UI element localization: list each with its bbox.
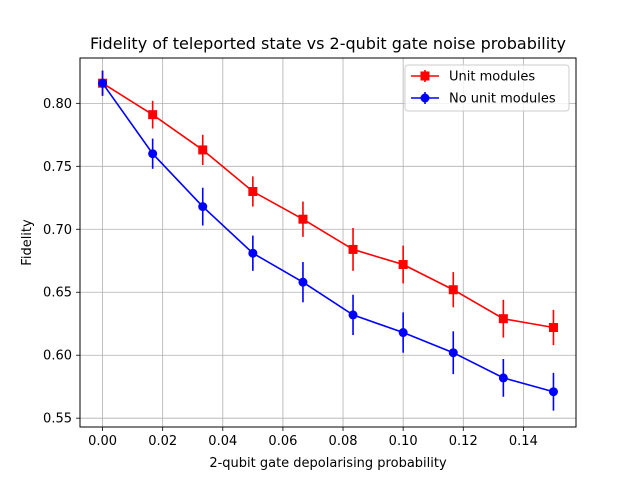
- chart-title: Fidelity of teleported state vs 2-qubit …: [90, 34, 566, 53]
- y-tick-label: 0.60: [43, 349, 72, 364]
- data-point-unit-modules: [348, 244, 358, 254]
- x-tick-label: 0.02: [148, 434, 177, 449]
- x-tick-label: 0.06: [268, 434, 297, 449]
- y-tick-label: 0.80: [43, 97, 72, 112]
- legend-entry-no-unit-modules: No unit modules: [411, 92, 556, 107]
- data-point-no-unit-modules: [98, 78, 108, 88]
- tick-layer: 0.00 0.02 0.04 0.06 0.08 0.10 0.12 0.14 0.55 0.60…: [43, 97, 538, 449]
- x-tick-label: 0.00: [88, 434, 117, 449]
- series-no-unit-modules: [98, 70, 558, 411]
- series-line-no-unit-modules: [101, 82, 554, 393]
- data-point-no-unit-modules: [348, 310, 358, 320]
- y-axis-label: Fidelity: [20, 219, 35, 266]
- y-tick-label: 0.65: [43, 286, 72, 301]
- data-point-unit-modules: [298, 214, 308, 224]
- series-line-unit-modules: [102, 82, 554, 329]
- x-tick-label: 0.08: [329, 434, 358, 449]
- legend-marker-no-unit-modules: [420, 93, 430, 103]
- grid-layer: [80, 58, 576, 427]
- data-point-unit-modules: [198, 145, 208, 155]
- data-point-no-unit-modules: [198, 202, 208, 212]
- data-point-no-unit-modules: [298, 277, 308, 287]
- data-point-unit-modules: [248, 186, 258, 196]
- data-point-no-unit-modules: [148, 149, 158, 159]
- data-point-no-unit-modules: [248, 248, 258, 258]
- data-point-unit-modules: [548, 323, 558, 333]
- data-point-unit-modules: [398, 260, 408, 270]
- data-point-unit-modules: [448, 285, 458, 295]
- legend-label-no-unit-modules: No unit modules: [449, 92, 556, 107]
- y-tick-label: 0.75: [43, 160, 72, 175]
- legend-label-unit-modules: Unit modules: [449, 70, 535, 85]
- data-point-no-unit-modules: [448, 348, 458, 358]
- x-tick-label: 0.10: [389, 434, 418, 449]
- y-tick-label: 0.55: [43, 412, 72, 427]
- series-unit-modules: [98, 70, 558, 346]
- data-point-no-unit-modules: [498, 373, 508, 383]
- data-point-unit-modules: [498, 314, 508, 324]
- data-point-no-unit-modules: [398, 328, 408, 338]
- legend: Unit modules No unit modules: [404, 64, 570, 112]
- y-tick-label: 0.70: [43, 223, 72, 238]
- data-point-unit-modules: [148, 110, 158, 120]
- x-tick-label: 0.14: [509, 434, 538, 449]
- x-tick-label: 0.12: [449, 434, 478, 449]
- x-axis-label: 2-qubit gate depolarising probability: [209, 456, 447, 471]
- legend-marker-unit-modules: [420, 71, 430, 81]
- legend-box: [404, 64, 570, 112]
- plot-frame: [79, 57, 577, 428]
- legend-entry-unit-modules: Unit modules: [411, 70, 535, 85]
- series-layer: [98, 70, 558, 411]
- data-point-no-unit-modules: [548, 387, 558, 397]
- x-tick-label: 0.04: [208, 434, 237, 449]
